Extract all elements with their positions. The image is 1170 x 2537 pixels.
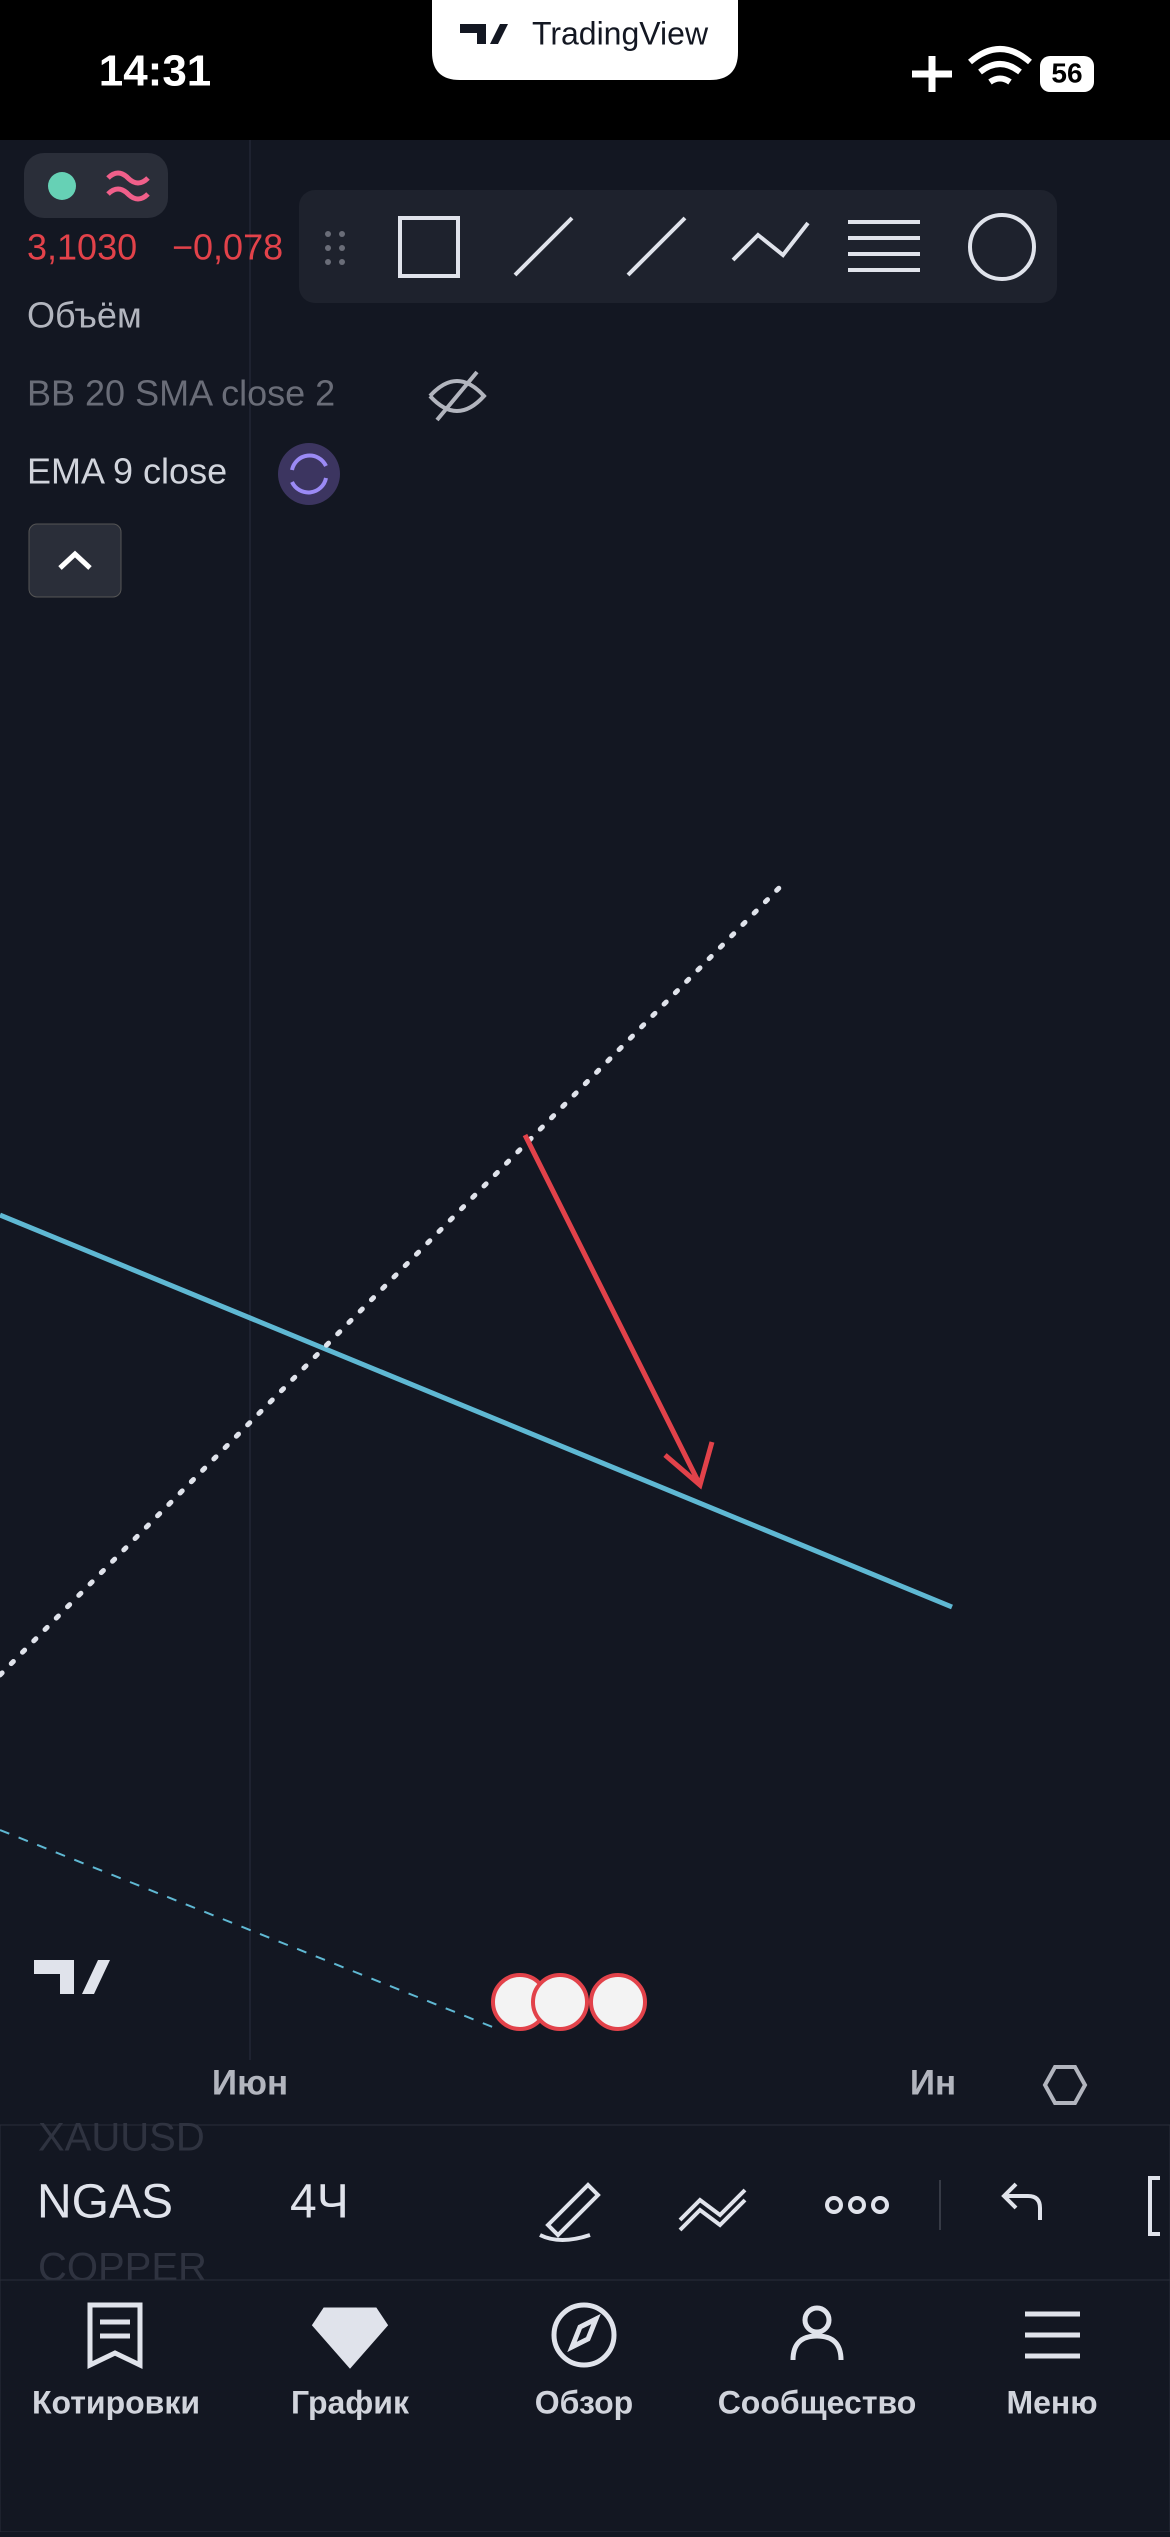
battery-level: 56	[1051, 57, 1082, 88]
parallel-tool[interactable]	[626, 216, 687, 277]
path-tool[interactable]	[731, 221, 810, 262]
arrow	[522, 1133, 715, 1490]
tv-logo	[460, 24, 508, 44]
airplane-icon	[912, 56, 952, 92]
nav-icon[interactable]	[87, 2302, 143, 2369]
draw-icon[interactable]	[539, 2182, 601, 2242]
wifi-icon	[968, 46, 1032, 85]
nav-icon[interactable]	[551, 2302, 617, 2368]
symbol[interactable]: NGAS	[37, 2176, 173, 2229]
indicator-icon[interactable]	[678, 2188, 747, 2232]
legend-ema: EMA 9 close	[27, 451, 227, 492]
ghost-symbol: XAUUSD	[38, 2116, 205, 2160]
x-label: Июн	[212, 2063, 288, 2102]
collapse-button[interactable]	[28, 523, 122, 598]
dashed-line	[0, 1829, 501, 2031]
more-icon[interactable]	[825, 2196, 889, 2214]
legend-bb: BB 20 SMA close 2	[27, 373, 335, 414]
nav-label[interactable]: Меню	[1006, 2384, 1097, 2420]
circle-tool[interactable]	[968, 213, 1036, 281]
sync-icon	[290, 453, 328, 495]
hidden-icon[interactable]	[428, 370, 487, 422]
nav-label[interactable]: Котировки	[32, 2384, 200, 2420]
event-flags	[491, 1973, 647, 2031]
nav-icon[interactable]	[311, 2307, 389, 2369]
nav-label[interactable]: Сообщество	[718, 2384, 917, 2420]
app-pill	[432, 0, 738, 80]
app-name: TradingView	[532, 15, 709, 51]
sync-button[interactable]	[278, 443, 340, 505]
fullscreen-icon[interactable]	[1148, 2176, 1160, 2236]
nav-icon[interactable]	[567, 2313, 601, 2353]
status-pill[interactable]	[24, 153, 168, 218]
wave-icon	[106, 170, 150, 202]
nav-label[interactable]: Обзор	[535, 2384, 633, 2420]
collapse-icon	[58, 550, 92, 570]
nav-label[interactable]: График	[291, 2384, 410, 2420]
rectangle-tool[interactable]	[398, 216, 460, 278]
symbol-toolbar	[0, 2124, 1170, 2281]
settings-icon[interactable]	[1042, 2065, 1088, 2105]
drag-handle	[325, 231, 345, 265]
legend-volume: Объём	[27, 295, 142, 336]
drawing-toolbar	[299, 190, 1057, 303]
interval[interactable]: 4Ч	[290, 2176, 349, 2229]
nav-icon[interactable]	[790, 2305, 844, 2361]
nav-icon[interactable]	[1025, 2311, 1080, 2359]
tv-watermark	[34, 1960, 110, 1994]
x-label: Ин	[910, 2063, 956, 2102]
undo-icon[interactable]	[1001, 2182, 1042, 2220]
trend-line	[0, 1212, 953, 1610]
line-tool[interactable]	[513, 216, 574, 277]
legend-change: −0,078	[172, 227, 283, 268]
battery	[1040, 56, 1094, 92]
market-dot	[48, 172, 76, 200]
legend-price: 3,1030	[27, 227, 137, 268]
fib-tool[interactable]	[848, 220, 920, 272]
time: 14:31	[99, 47, 212, 96]
